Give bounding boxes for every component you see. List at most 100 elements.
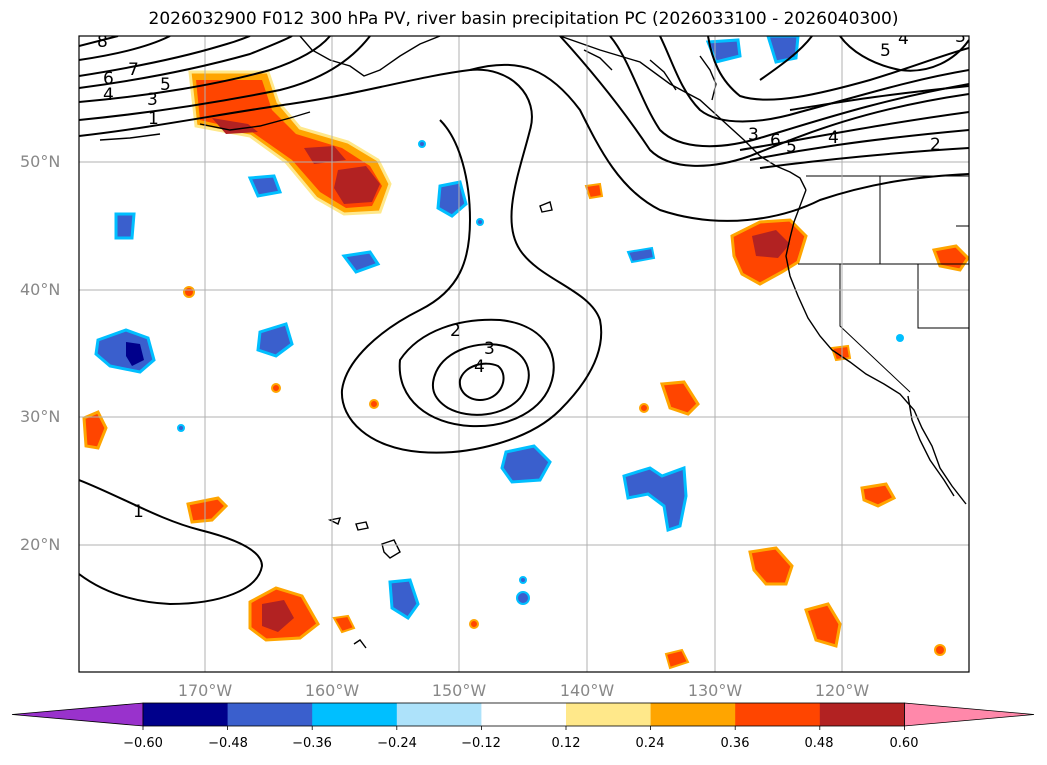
colorbar-segment bbox=[819, 703, 905, 726]
map-title: 2026032900 F012 300 hPa PV, river basin … bbox=[148, 9, 899, 29]
contour-label: 6 bbox=[103, 69, 114, 89]
pv-contour bbox=[707, 36, 969, 101]
colorbar-tick-label: 0.48 bbox=[804, 736, 834, 751]
pv-contours bbox=[79, 36, 969, 606]
precip-blob bbox=[388, 578, 420, 621]
precip-blob bbox=[500, 444, 552, 484]
contour-label: 5 bbox=[786, 137, 797, 157]
contour-label: 4 bbox=[898, 29, 909, 49]
contour-label: 4 bbox=[474, 357, 485, 377]
precip-blob bbox=[212, 118, 258, 134]
pv-contour bbox=[458, 362, 505, 401]
state-borders bbox=[798, 175, 969, 393]
precip-blob bbox=[334, 166, 380, 204]
pv-contour bbox=[659, 36, 969, 123]
pv-contour bbox=[431, 343, 530, 416]
lat-label-20n: 20°N bbox=[20, 535, 61, 554]
contour-label: 8 bbox=[97, 32, 108, 52]
precip-blob bbox=[934, 644, 946, 656]
precip-blob bbox=[418, 140, 426, 148]
colorbar-segment bbox=[227, 703, 313, 726]
colorbar-tick-label: 0.24 bbox=[635, 736, 665, 751]
colorbar-tick-label: 0.12 bbox=[551, 736, 581, 751]
colorbar-segment bbox=[650, 703, 736, 726]
contour-label: 3 bbox=[955, 27, 966, 47]
precip-blob bbox=[752, 230, 790, 258]
pv-contour bbox=[79, 68, 603, 454]
contour-label: 3 bbox=[484, 339, 495, 359]
coastlines bbox=[99, 36, 967, 505]
precip-blob bbox=[82, 410, 108, 450]
colorbar-tick-label: −0.24 bbox=[377, 736, 417, 751]
colorbar-tick-label: −0.60 bbox=[123, 736, 163, 751]
lat-label-40n: 40°N bbox=[20, 280, 61, 299]
pv-contour bbox=[759, 36, 969, 81]
pv-contour bbox=[79, 36, 331, 103]
pv-contour bbox=[79, 36, 371, 121]
pv-contour bbox=[739, 111, 969, 151]
colorbar-tick-label: 0.36 bbox=[720, 736, 750, 751]
precip-blob bbox=[804, 602, 842, 648]
lon-label-120w: 120°W bbox=[814, 681, 870, 700]
precip-blob bbox=[369, 399, 379, 409]
contour-label: 3 bbox=[748, 125, 759, 145]
lon-label-140w: 140°W bbox=[559, 681, 615, 700]
lon-label-130w: 130°W bbox=[687, 681, 743, 700]
contour-label: 4 bbox=[828, 128, 839, 148]
colorbar-segment bbox=[735, 703, 821, 726]
contour-label: 3 bbox=[147, 90, 158, 110]
map-frame bbox=[78, 35, 970, 673]
precip-blob bbox=[664, 648, 690, 670]
pv-contour bbox=[759, 147, 969, 169]
pv-contour bbox=[79, 479, 264, 606]
pv-contour bbox=[609, 36, 969, 148]
pv-contour bbox=[398, 318, 555, 428]
pv-contour bbox=[79, 36, 171, 61]
contour-label: 2 bbox=[930, 135, 941, 155]
contour-label: 1 bbox=[133, 502, 144, 522]
colorbar-segment bbox=[566, 703, 652, 726]
pv-contour bbox=[749, 85, 969, 161]
precip-blob bbox=[271, 383, 281, 393]
precip-blob bbox=[830, 344, 852, 362]
colorbar-tick-label: 0.60 bbox=[889, 736, 919, 751]
pv-contour bbox=[559, 36, 969, 167]
contour-label: 7 bbox=[128, 60, 139, 80]
precip-blob bbox=[860, 482, 897, 508]
precip-blob bbox=[639, 403, 649, 413]
colorbar-tick-label: −0.36 bbox=[292, 736, 332, 751]
contour-label: 5 bbox=[880, 41, 891, 61]
precip-blob bbox=[332, 614, 356, 634]
pv-contour bbox=[79, 36, 251, 77]
precip-blob bbox=[516, 591, 530, 605]
precip-blob bbox=[186, 496, 229, 524]
colorbar-segment bbox=[481, 703, 567, 726]
lon-label-160w: 160°W bbox=[304, 681, 360, 700]
contour-labels: 8 7 6 5 4 3 1 2 3 4 1 6 5 4 2 5 4 3 3 bbox=[97, 27, 966, 522]
precip-blob bbox=[519, 576, 527, 584]
colorbar-segment bbox=[143, 703, 229, 726]
colorbar bbox=[11, 702, 1035, 730]
colorbar-extend-high bbox=[904, 702, 1035, 727]
precip-blob bbox=[748, 546, 794, 586]
colorbar-extend-low bbox=[11, 702, 144, 727]
pv-contour bbox=[79, 36, 293, 89]
lat-label-50n: 50°N bbox=[20, 152, 61, 171]
precip-blob bbox=[476, 218, 484, 226]
precip-blob bbox=[766, 36, 800, 64]
contour-label: 2 bbox=[450, 321, 461, 341]
colorbar-tick-label: −0.12 bbox=[461, 736, 501, 751]
precip-blob bbox=[622, 465, 688, 532]
contour-label: 4 bbox=[103, 85, 114, 105]
contour-label: 5 bbox=[160, 75, 171, 95]
contour-label: 6 bbox=[770, 131, 781, 151]
precip-blob bbox=[304, 146, 346, 164]
colorbar-frame bbox=[142, 702, 905, 727]
colorbar-segment bbox=[312, 703, 398, 726]
islands bbox=[327, 201, 553, 649]
precip-blob bbox=[931, 244, 969, 272]
lat-label-30n: 30°N bbox=[20, 407, 61, 426]
lon-label-150w: 150°W bbox=[431, 681, 487, 700]
precip-blob bbox=[659, 380, 700, 416]
